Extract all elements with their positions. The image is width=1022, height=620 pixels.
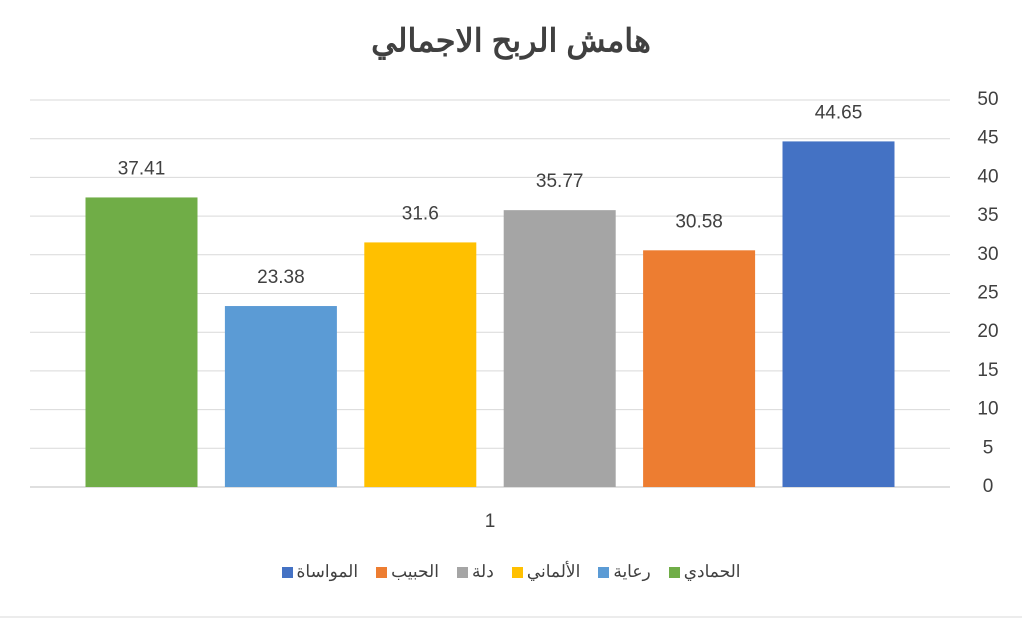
- y-tick-label: 15: [977, 360, 998, 381]
- legend-swatch: [668, 566, 680, 578]
- data-label: 23.38: [257, 267, 305, 288]
- legend-label: المواساة: [296, 562, 359, 581]
- bar: [224, 306, 337, 487]
- legend: الحمادي رعاية الألماني دلة الحبيب المواساة: [0, 562, 1022, 582]
- y-tick-label: 5: [983, 437, 994, 458]
- legend-item: الألماني: [511, 562, 581, 582]
- y-tick-label: 30: [977, 244, 998, 265]
- legend-swatch: [376, 566, 388, 578]
- legend-swatch: [456, 566, 468, 578]
- data-label: 44.65: [815, 102, 863, 123]
- bar: [782, 141, 895, 487]
- data-label: 37.41: [118, 158, 166, 179]
- y-tick-label: 50: [977, 89, 998, 110]
- data-label: 31.6: [402, 203, 439, 224]
- y-tick-label: 0: [983, 476, 994, 497]
- y-tick-label: 20: [977, 321, 998, 342]
- legend-label: الحبيب: [391, 562, 439, 581]
- y-tick-label: 10: [977, 399, 998, 420]
- y-tick-label: 45: [977, 128, 998, 149]
- data-label: 30.58: [675, 211, 723, 232]
- legend-item: المواساة: [281, 562, 359, 582]
- legend-swatch: [598, 566, 610, 578]
- bar: [85, 197, 198, 487]
- legend-label: دلة: [471, 562, 494, 581]
- legend-swatch: [281, 566, 293, 578]
- legend-item: الحمادي: [668, 562, 741, 582]
- y-tick-label: 40: [977, 166, 998, 187]
- legend-item: دلة: [456, 562, 494, 582]
- bar: [503, 210, 616, 487]
- legend-swatch: [511, 566, 523, 578]
- legend-item: الحبيب: [376, 562, 439, 582]
- chart-title: هامش الربح الاجمالي: [371, 22, 651, 60]
- bar: [364, 242, 477, 487]
- bar: [643, 250, 756, 487]
- data-label: 35.77: [536, 171, 584, 192]
- x-tick-label: 1: [485, 511, 496, 532]
- legend-label: رعاية: [613, 562, 651, 581]
- legend-item: رعاية: [598, 562, 651, 582]
- legend-label: الحمادي: [683, 562, 741, 581]
- y-tick-label: 25: [977, 283, 998, 304]
- legend-label: الألماني: [526, 562, 581, 581]
- y-tick-label: 35: [977, 205, 998, 226]
